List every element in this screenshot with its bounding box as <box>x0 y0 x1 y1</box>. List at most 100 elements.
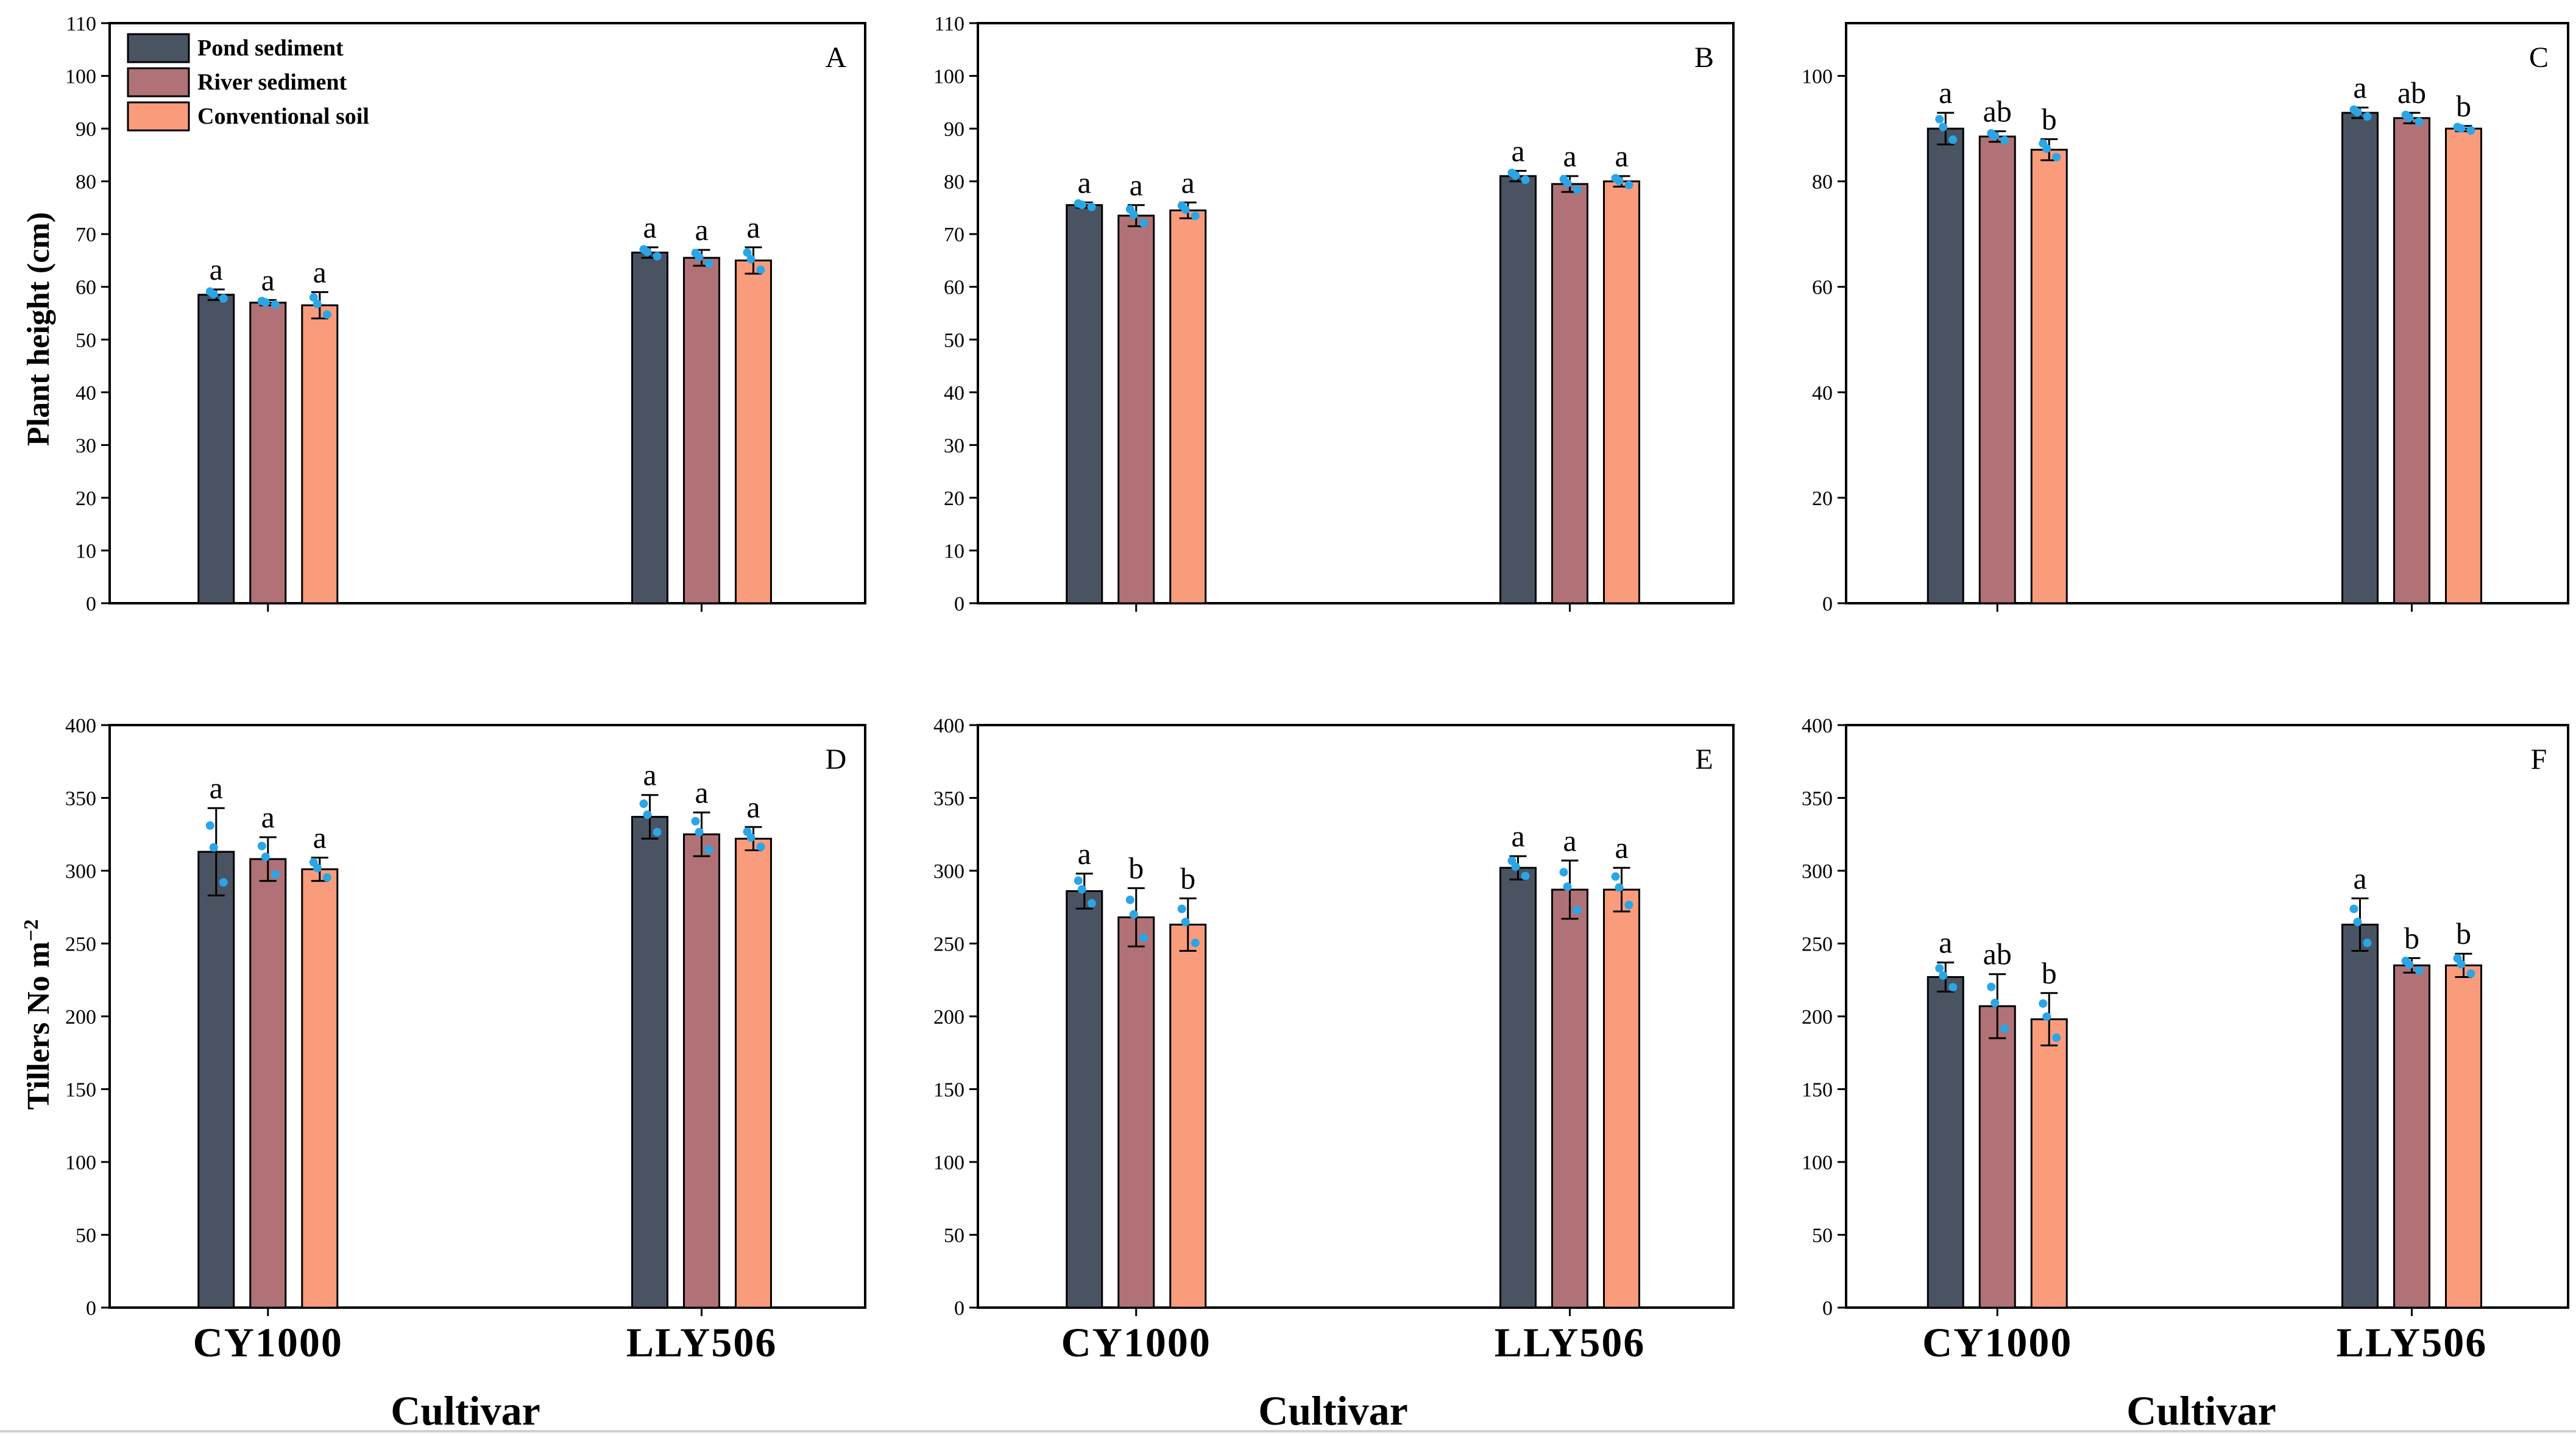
bar-f-cy1000-s3 <box>2030 1018 2068 1309</box>
replicate-point-e <box>1139 933 1148 942</box>
replicate-point-f <box>2457 960 2466 969</box>
panel-letter-c: C <box>2529 41 2549 74</box>
replicate-point-e <box>1573 905 1582 915</box>
bar-d-cy1000-s1 <box>197 851 235 1309</box>
legend-label-1: Pond sediment <box>197 35 344 61</box>
significance-letter-f: b <box>2456 916 2471 951</box>
significance-letter-d: a <box>261 800 275 834</box>
replicate-point-c <box>2042 144 2051 153</box>
replicate-point-b <box>1563 179 1572 188</box>
significance-letter-f: b <box>2042 956 2057 990</box>
replicate-point-c <box>1990 132 2000 141</box>
replicate-point-f <box>2000 1024 2009 1033</box>
y-tick-label-c: 40 <box>1812 382 1833 405</box>
y-tick-label-b: 90 <box>944 118 964 141</box>
bar-e-lly506-s3 <box>1603 888 1641 1309</box>
panel-letter-a: A <box>826 41 847 74</box>
x-tick-label-lly506: LLY506 <box>2337 1319 2488 1365</box>
bar-a-cy1000-s3 <box>301 304 339 604</box>
y-tick-label-b: 10 <box>944 540 964 562</box>
replicate-point-f <box>2039 999 2048 1008</box>
replicate-point-e <box>1181 918 1190 927</box>
significance-letter-f: b <box>2404 921 2419 955</box>
replicate-point-b <box>1087 202 1096 211</box>
replicate-point-e <box>1077 885 1086 894</box>
replicate-point-a <box>643 247 652 257</box>
replicate-point-e <box>1191 938 1200 947</box>
bar-f-cy1000-s2 <box>1978 1005 2016 1309</box>
replicate-point-b <box>1624 180 1633 189</box>
significance-letter-a: a <box>313 255 327 289</box>
y-tick-label-e: 150 <box>933 1079 964 1102</box>
significance-letter-e: b <box>1180 861 1195 895</box>
replicate-point-d <box>322 873 331 882</box>
bar-e-cy1000-s1 <box>1066 890 1103 1309</box>
replicate-point-f <box>2052 1033 2061 1042</box>
replicate-point-e <box>1615 883 1624 892</box>
y-tick-label-a: 110 <box>66 13 96 35</box>
replicate-point-b <box>1139 219 1148 228</box>
replicate-point-e <box>1563 882 1572 891</box>
plot-frame-b <box>977 22 1735 604</box>
bar-b-cy1000-s3 <box>1169 209 1207 604</box>
x-tick-label-cy1000: CY1000 <box>1061 1319 1211 1365</box>
replicate-point-e <box>1624 901 1633 910</box>
significance-letter-e: a <box>1563 823 1576 857</box>
y-tick-label-b: 0 <box>954 593 964 615</box>
legend-label-3: Conventional soil <box>197 104 369 129</box>
replicate-point-d <box>209 843 218 852</box>
replicate-point-a <box>209 289 218 299</box>
replicate-point-e <box>1611 872 1620 881</box>
significance-letter-d: a <box>313 820 327 854</box>
y-tick-label-a: 40 <box>76 382 96 405</box>
significance-letter-c: a <box>1939 76 1952 110</box>
y-tick-label-a: 80 <box>76 171 96 194</box>
bar-c-cy1000-s3 <box>2030 149 2068 604</box>
replicate-point-d <box>704 845 713 854</box>
replicate-point-f <box>2466 969 2475 978</box>
significance-letter-d: a <box>746 790 760 824</box>
y-tick-label-c: 0 <box>1822 593 1833 615</box>
bar-c-lly506-s1 <box>2341 112 2379 604</box>
replicate-point-d <box>756 842 765 851</box>
bar-f-lly506-s2 <box>2393 964 2430 1309</box>
panel-a: 0 10 20 30 40 50 60 70 80 90 100 110 a a a a a a A <box>65 13 866 615</box>
panel-letter-d: D <box>826 743 847 776</box>
bar-a-lly506-s2 <box>683 257 721 604</box>
replicate-point-a <box>743 248 752 257</box>
replicate-point-c <box>2457 124 2466 133</box>
replicate-point-b <box>1077 200 1086 210</box>
bar-c-lly506-s2 <box>2393 117 2430 604</box>
significance-letter-f: ab <box>1983 937 2012 971</box>
replicate-point-d <box>257 841 266 851</box>
significance-letter-c: ab <box>1983 94 2012 128</box>
significance-letter-b: a <box>1511 133 1524 168</box>
x-tick-label-cy1000: CY1000 <box>1922 1319 2072 1365</box>
bar-d-cy1000-s3 <box>301 868 339 1309</box>
replicate-point-a <box>704 259 713 268</box>
y-tick-label-f: 150 <box>1802 1079 1833 1102</box>
replicate-point-a <box>313 299 322 308</box>
legend-label-2: River sediment <box>197 69 347 95</box>
y-tick-label-b: 70 <box>944 224 964 246</box>
replicate-point-e <box>1129 910 1138 919</box>
bar-b-lly506-s2 <box>1551 183 1589 604</box>
significance-letter-f: a <box>1939 926 1952 960</box>
replicate-point-f <box>2363 938 2372 947</box>
replicate-point-d <box>653 827 662 837</box>
y-axis-title-tillers-superscript: −2 <box>20 919 43 941</box>
significance-letter-e: a <box>1615 831 1628 865</box>
replicate-point-b <box>1129 210 1138 219</box>
y-tick-label-e: 350 <box>933 788 964 810</box>
significance-letter-b: a <box>1078 165 1091 199</box>
y-tick-label-a: 50 <box>76 329 96 352</box>
y-tick-label-b: 60 <box>944 277 964 299</box>
bar-a-cy1000-s1 <box>197 294 235 604</box>
y-tick-label-a: 10 <box>76 540 96 562</box>
replicate-point-f <box>2353 918 2362 927</box>
y-tick-label-d: 250 <box>65 933 96 956</box>
replicate-point-a <box>695 252 704 261</box>
panel-letter-e: E <box>1695 743 1713 776</box>
replicate-point-f <box>2415 966 2424 975</box>
replicate-point-b <box>1511 171 1520 180</box>
